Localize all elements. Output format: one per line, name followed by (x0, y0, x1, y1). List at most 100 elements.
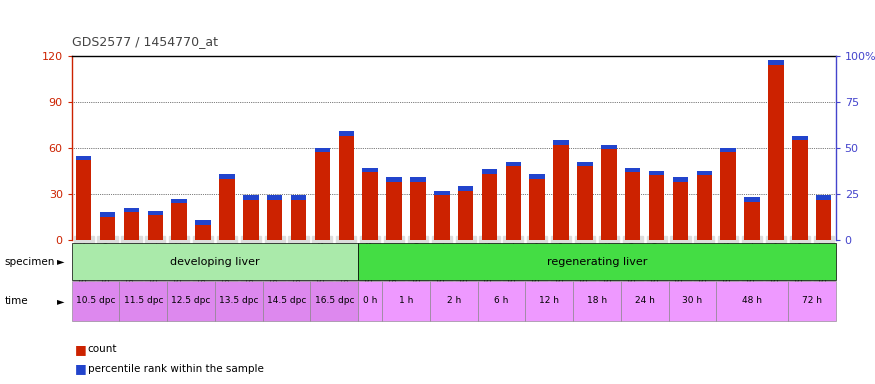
Bar (120, 281, 167, 321)
Bar (72, 281, 120, 321)
Bar (720, 148, 736, 152)
Bar (529, 174, 545, 179)
Text: ■: ■ (74, 343, 86, 356)
Bar (506, 166, 522, 240)
Bar (553, 140, 569, 145)
Text: percentile rank within the sample: percentile rank within the sample (88, 364, 263, 374)
Bar (625, 168, 640, 172)
Text: 24 h: 24 h (634, 296, 654, 305)
Bar (243, 195, 258, 200)
Bar (72, 243, 358, 280)
Bar (478, 281, 525, 321)
Bar (219, 179, 234, 240)
Bar (315, 148, 330, 152)
Text: 10.5 dpc: 10.5 dpc (76, 296, 116, 305)
Bar (215, 281, 262, 321)
Text: 12.5 dpc: 12.5 dpc (172, 296, 211, 305)
Bar (482, 174, 497, 240)
Text: 6 h: 6 h (494, 296, 508, 305)
Bar (816, 200, 831, 240)
Bar (625, 172, 640, 240)
Bar (172, 199, 187, 203)
Bar (553, 145, 569, 240)
Text: 12 h: 12 h (539, 296, 559, 305)
Bar (172, 203, 187, 240)
Text: developing liver: developing liver (170, 257, 260, 266)
Bar (243, 200, 258, 240)
Text: ►: ► (57, 296, 65, 306)
Text: 16.5 dpc: 16.5 dpc (315, 296, 354, 305)
Bar (649, 171, 664, 175)
Bar (410, 177, 425, 182)
Text: 1 h: 1 h (399, 296, 413, 305)
Bar (482, 169, 497, 174)
Bar (458, 186, 473, 191)
Bar (362, 172, 378, 240)
Bar (506, 162, 522, 166)
Bar (315, 152, 330, 240)
Text: 18 h: 18 h (587, 296, 607, 305)
Bar (358, 281, 382, 321)
Bar (601, 145, 617, 149)
Bar (578, 166, 592, 240)
Text: 11.5 dpc: 11.5 dpc (123, 296, 163, 305)
Text: 72 h: 72 h (802, 296, 822, 305)
Bar (529, 179, 545, 240)
Text: 30 h: 30 h (682, 296, 703, 305)
Text: regenerating liver: regenerating liver (547, 257, 648, 266)
Bar (720, 152, 736, 240)
Text: ►: ► (57, 257, 65, 266)
Bar (362, 168, 378, 172)
Bar (792, 136, 808, 140)
Bar (792, 140, 808, 240)
Bar (262, 281, 311, 321)
Bar (100, 212, 116, 217)
Bar (430, 281, 478, 321)
Bar (768, 65, 784, 240)
Bar (267, 195, 283, 200)
Bar (100, 217, 116, 240)
Bar (578, 162, 592, 166)
Bar (696, 175, 712, 240)
Bar (458, 191, 473, 240)
Bar (601, 149, 617, 240)
Bar (434, 195, 450, 240)
Bar (195, 220, 211, 225)
Bar (525, 281, 573, 321)
Text: 14.5 dpc: 14.5 dpc (267, 296, 306, 305)
Bar (768, 60, 784, 65)
Bar (745, 202, 760, 240)
Text: specimen: specimen (4, 257, 55, 266)
Bar (668, 281, 717, 321)
Text: count: count (88, 344, 117, 354)
Bar (788, 281, 836, 321)
Bar (717, 281, 788, 321)
Text: 2 h: 2 h (446, 296, 461, 305)
Bar (290, 200, 306, 240)
Bar (816, 195, 831, 200)
Bar (386, 182, 402, 240)
Bar (696, 171, 712, 175)
Text: 48 h: 48 h (742, 296, 762, 305)
Text: time: time (4, 296, 28, 306)
Bar (745, 197, 760, 202)
Bar (148, 215, 163, 240)
Text: ■: ■ (74, 362, 86, 375)
Text: GDS2577 / 1454770_at: GDS2577 / 1454770_at (72, 35, 218, 48)
Bar (649, 175, 664, 240)
Bar (123, 212, 139, 240)
Bar (167, 281, 215, 321)
Bar (123, 208, 139, 212)
Bar (339, 136, 354, 240)
Bar (148, 211, 163, 215)
Bar (219, 174, 234, 179)
Bar (573, 281, 620, 321)
Text: 0 h: 0 h (363, 296, 377, 305)
Bar (382, 281, 430, 321)
Bar (358, 243, 836, 280)
Bar (76, 156, 92, 160)
Bar (267, 200, 283, 240)
Bar (673, 177, 689, 182)
Bar (410, 182, 425, 240)
Bar (673, 182, 689, 240)
